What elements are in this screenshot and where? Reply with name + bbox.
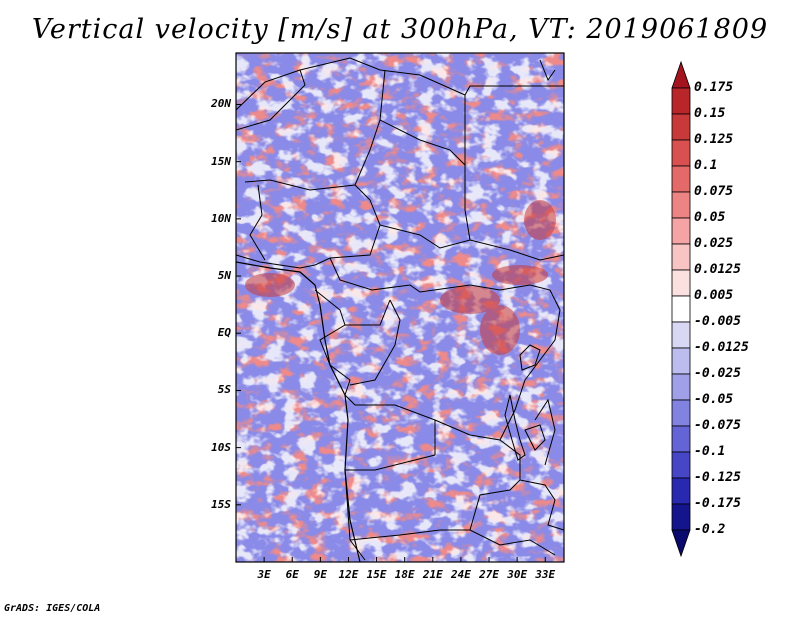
grads-credit: GrADS: IGES/COLA [4,603,101,614]
colorbar-swatch [671,165,691,193]
colorbar-label: 0.005 [694,288,734,303]
lat-label: 20N [211,97,231,111]
colorbar-label: -0.075 [694,418,741,433]
colorbar-swatch [671,295,691,323]
colorbar-label: 0.125 [694,132,734,147]
colorbar-swatch [671,399,691,427]
lon-label: 6E [285,568,299,581]
colorbar-swatch [671,191,691,219]
coastline [236,261,361,562]
lon-label: 33E [535,568,556,581]
colorbar [671,60,691,558]
axis-ticks [236,103,546,562]
colorbar-swatch [671,113,691,141]
colorbar-swatch [671,373,691,401]
lat-label: 5N [217,269,231,283]
colorbar-swatch [671,60,691,89]
lat-label: 10S [211,440,231,454]
colorbar-swatch [671,347,691,375]
colorbar-label: -0.025 [694,366,741,381]
lon-label: 15E [366,568,387,581]
colorbar-label: -0.175 [694,496,741,511]
lat-label: 15N [211,154,231,168]
colorbar-swatch [671,243,691,271]
colorbar-swatch [671,477,691,505]
lon-label: 9E [313,568,327,581]
lon-label: 24E [450,568,471,581]
lon-label: 3E [257,568,271,581]
colorbar-label: -0.005 [694,314,741,329]
colorbar-label: 0.15 [694,106,726,121]
lon-label: 18E [394,568,415,581]
colorbar-swatch [671,321,691,349]
lat-label: 5S [217,383,231,397]
colorbar-swatch [671,217,691,245]
colorbar-label: 0.1 [694,158,718,173]
lon-label: 21E [422,568,443,581]
lat-label: 10N [211,211,231,225]
colorbar-label: 0.05 [694,210,726,225]
colorbar-swatch [671,425,691,453]
colorbar-label: 0.075 [694,184,734,199]
colorbar-label: -0.05 [694,392,734,407]
colorbar-label: 0.0125 [694,262,741,277]
map-frame [235,52,565,563]
colorbar-label: -0.125 [694,470,741,485]
lakes [504,344,546,461]
lon-label: 12E [338,568,359,581]
colorbar-swatch [671,451,691,479]
colorbar-swatch [671,87,691,115]
colorbar-label: -0.0125 [694,340,749,355]
convective-patches [245,200,556,355]
colorbar-label: 0.025 [694,236,734,251]
colorbar-swatch [671,529,691,558]
chart-title: Vertical velocity [m/s] at 300hPa, VT: 2… [31,14,769,45]
colorbar-swatch [671,269,691,297]
country-borders [236,57,564,561]
vertical-velocity-field [236,53,564,562]
lat-label: 15S [211,497,231,511]
colorbar-swatch [671,139,691,167]
colorbar-label: 0.175 [694,80,734,95]
lon-label: 30E [507,568,528,581]
colorbar-swatch [671,503,691,531]
colorbar-label: -0.2 [694,522,726,537]
colorbar-label: -0.1 [694,444,726,459]
lat-label: EQ [217,326,231,340]
lon-label: 27E [479,568,499,581]
